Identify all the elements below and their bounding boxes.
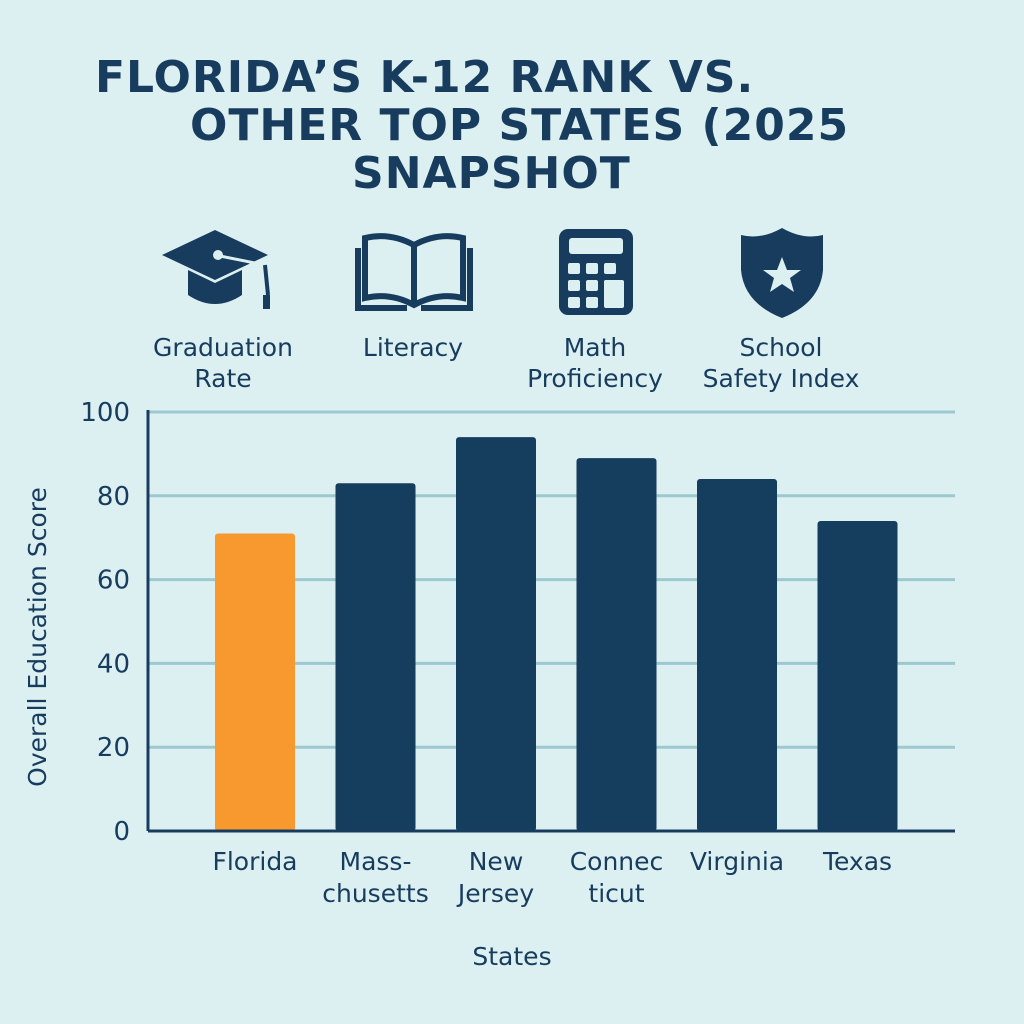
metric-label-line: Graduation <box>153 333 293 362</box>
title-line-3: SNAPSHOT <box>352 148 631 199</box>
bar-texas <box>817 520 898 831</box>
metric-label-line: Math <box>563 333 627 362</box>
y-axis-label: Overall Education Score <box>23 487 52 787</box>
title-line-1: FLORIDA’S K-12 RANK VS. <box>95 52 755 103</box>
metric-label-graduation-rate: Graduation Rate <box>153 332 293 394</box>
x-tick-label: Texas <box>822 847 892 876</box>
metric-label-line: Proficiency <box>527 364 663 393</box>
bar-florida <box>215 533 295 831</box>
metric-label-line: Literacy <box>362 333 464 362</box>
metric-label-line: Safety Index <box>702 364 860 393</box>
metric-label-math-proficiency: Math Proficiency <box>527 332 663 394</box>
bar-new-jersey <box>456 437 536 831</box>
y-tick-label: 20 <box>97 733 130 763</box>
y-tick-label: 100 <box>80 398 130 428</box>
x-tick-label: ticut <box>588 879 644 908</box>
metric-label-school-safety: School Safety Index <box>703 332 860 394</box>
y-tick-label: 60 <box>97 566 130 596</box>
metric-label-line: Rate <box>194 364 252 393</box>
bar-connecticut <box>576 458 657 831</box>
open-book-icon <box>355 233 473 311</box>
x-tick-label: Jersey <box>456 879 534 908</box>
y-tick-label: 0 <box>113 817 130 847</box>
bar-virginia <box>697 479 777 831</box>
metric-label-literacy: Literacy <box>363 332 463 363</box>
graduation-cap-icon <box>162 230 270 309</box>
metric-label-line: School <box>739 333 823 362</box>
y-tick-label: 40 <box>97 649 130 679</box>
title-line-2: OTHER TOP STATES (2025 <box>190 100 850 151</box>
y-tick-label: 80 <box>97 482 130 512</box>
x-tick-label: Connec <box>570 847 664 876</box>
shield-star-icon <box>741 228 823 318</box>
x-tick-label: chusetts <box>322 879 428 908</box>
x-tick-label: Virginia <box>690 847 784 876</box>
x-tick-label: Florida <box>212 847 297 876</box>
x-tick-label: Mass- <box>340 847 412 876</box>
calculator-icon <box>559 229 633 315</box>
bar-massachusetts <box>335 483 416 831</box>
x-axis-label: States <box>472 942 551 971</box>
x-tick-label: New <box>469 847 524 876</box>
